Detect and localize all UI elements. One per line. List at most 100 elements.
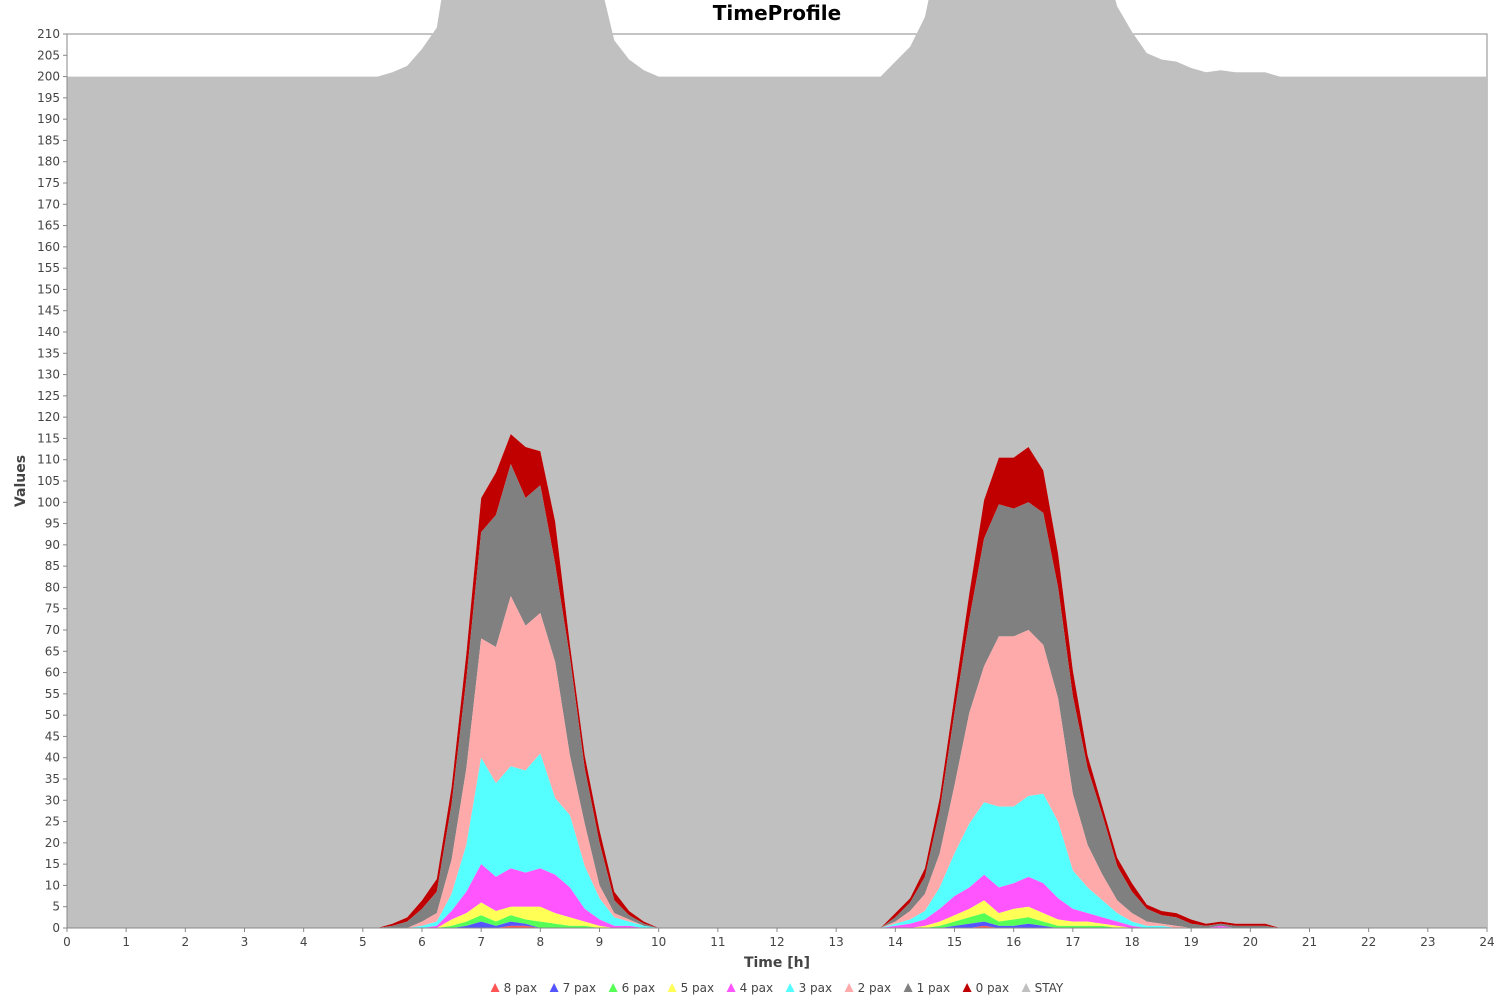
legend-label: 5 pax [681, 981, 715, 995]
y-tick-label: 80 [45, 580, 60, 594]
y-tick-label: 40 [45, 751, 60, 765]
y-tick-label: 145 [37, 304, 60, 318]
legend-swatch [667, 983, 677, 992]
y-tick-label: 45 [45, 729, 60, 743]
legend-swatch [726, 983, 736, 992]
y-tick-label: 60 [45, 666, 60, 680]
y-tick-label: 150 [37, 282, 60, 296]
legend-item-0-pax: 0 pax [962, 981, 1010, 995]
y-tick-label: 75 [45, 602, 60, 616]
x-tick-label: 23 [1420, 935, 1435, 949]
y-tick-label: 25 [45, 815, 60, 829]
legend-label: STAY [1035, 981, 1064, 995]
x-tick-label: 7 [477, 935, 485, 949]
x-tick-label: 1 [122, 935, 130, 949]
legend-swatch [608, 983, 618, 992]
legend-label: 2 pax [858, 981, 892, 995]
y-tick-label: 140 [37, 325, 60, 339]
y-axis: 0 5 10 15 20 25 30 35 40 45 50 55 60 65 70 75 80 85 90 95 10… [37, 27, 67, 935]
legend-item-8-pax: 8 pax [490, 981, 538, 995]
y-tick-label: 15 [45, 857, 60, 871]
y-tick-label: 110 [37, 453, 60, 467]
y-tick-label: 100 [37, 495, 60, 509]
y-tick-label: 210 [37, 27, 60, 41]
y-tick-label: 105 [37, 474, 60, 488]
plot-area [66, 0, 1488, 929]
y-tick-label: 185 [37, 133, 60, 147]
y-tick-label: 160 [37, 240, 60, 254]
x-tick-label: 22 [1361, 935, 1376, 949]
y-tick-label: 55 [45, 687, 60, 701]
x-tick-label: 19 [1184, 935, 1199, 949]
x-tick-label: 6 [418, 935, 426, 949]
x-tick-label: 5 [359, 935, 367, 949]
x-tick-label: 2 [182, 935, 190, 949]
chart-title: TimeProfile [713, 1, 841, 25]
legend-item-stay: STAY [1021, 981, 1064, 995]
legend-label: 6 pax [622, 981, 656, 995]
legend-label: 0 pax [976, 981, 1010, 995]
x-axis: 0 1 2 3 4 5 6 7 8 9 10 11 12 13 14 15 16 17 18 19 20 21 22 23 24 [63, 928, 1495, 949]
y-tick-label: 10 [45, 878, 60, 892]
y-tick-label: 50 [45, 708, 60, 722]
x-tick-label: 8 [537, 935, 545, 949]
x-axis-label: Time [h] [744, 955, 810, 971]
y-tick-label: 5 [52, 900, 60, 914]
legend-item-3-pax: 3 pax [785, 981, 833, 995]
x-tick-label: 18 [1124, 935, 1139, 949]
x-tick-label: 13 [829, 935, 844, 949]
y-tick-label: 205 [37, 48, 60, 62]
x-tick-label: 14 [888, 935, 903, 949]
x-tick-label: 3 [241, 935, 249, 949]
legend-label: 7 pax [563, 981, 597, 995]
y-tick-label: 165 [37, 219, 60, 233]
x-tick-label: 10 [651, 935, 666, 949]
legend-label: 1 pax [917, 981, 951, 995]
legend-swatch [549, 983, 559, 992]
y-tick-label: 90 [45, 538, 60, 552]
y-tick-label: 135 [37, 346, 60, 360]
y-tick-label: 155 [37, 261, 60, 275]
legend-swatch [844, 983, 854, 992]
x-tick-label: 4 [300, 935, 308, 949]
y-tick-label: 85 [45, 559, 60, 573]
y-tick-label: 170 [37, 197, 60, 211]
legend-swatch [1021, 983, 1031, 992]
y-tick-label: 35 [45, 772, 60, 786]
x-tick-label: 0 [63, 935, 71, 949]
x-tick-label: 24 [1479, 935, 1494, 949]
legend-item-2-pax: 2 pax [844, 981, 892, 995]
x-tick-label: 21 [1302, 935, 1317, 949]
y-tick-label: 175 [37, 176, 60, 190]
legend-label: 4 pax [740, 981, 774, 995]
legend: 8 pax 7 pax 6 pax 5 pax 4 pax 3 pax 2 pax 1 pax… [490, 981, 1064, 995]
legend-item-1-pax: 1 pax [903, 981, 951, 995]
legend-item-4-pax: 4 pax [726, 981, 774, 995]
legend-swatch [490, 983, 500, 992]
y-tick-label: 130 [37, 368, 60, 382]
y-tick-label: 95 [45, 517, 60, 531]
y-tick-label: 30 [45, 793, 60, 807]
x-tick-label: 16 [1006, 935, 1021, 949]
y-tick-label: 0 [52, 921, 60, 935]
legend-swatch [962, 983, 972, 992]
legend-item-6-pax: 6 pax [608, 981, 656, 995]
x-tick-label: 9 [596, 935, 604, 949]
y-tick-label: 180 [37, 155, 60, 169]
y-tick-label: 125 [37, 389, 60, 403]
series-area-stay [67, 0, 1487, 928]
x-tick-label: 15 [947, 935, 962, 949]
legend-swatch [903, 983, 913, 992]
y-tick-label: 115 [37, 431, 60, 445]
x-tick-label: 12 [769, 935, 784, 949]
y-axis-label: Values [13, 455, 29, 507]
y-tick-label: 65 [45, 644, 60, 658]
legend-label: 3 pax [799, 981, 833, 995]
y-tick-label: 200 [37, 70, 60, 84]
x-tick-label: 11 [710, 935, 725, 949]
legend-swatch [785, 983, 795, 992]
legend-label: 8 pax [504, 981, 538, 995]
y-tick-label: 195 [37, 91, 60, 105]
y-tick-label: 120 [37, 410, 60, 424]
